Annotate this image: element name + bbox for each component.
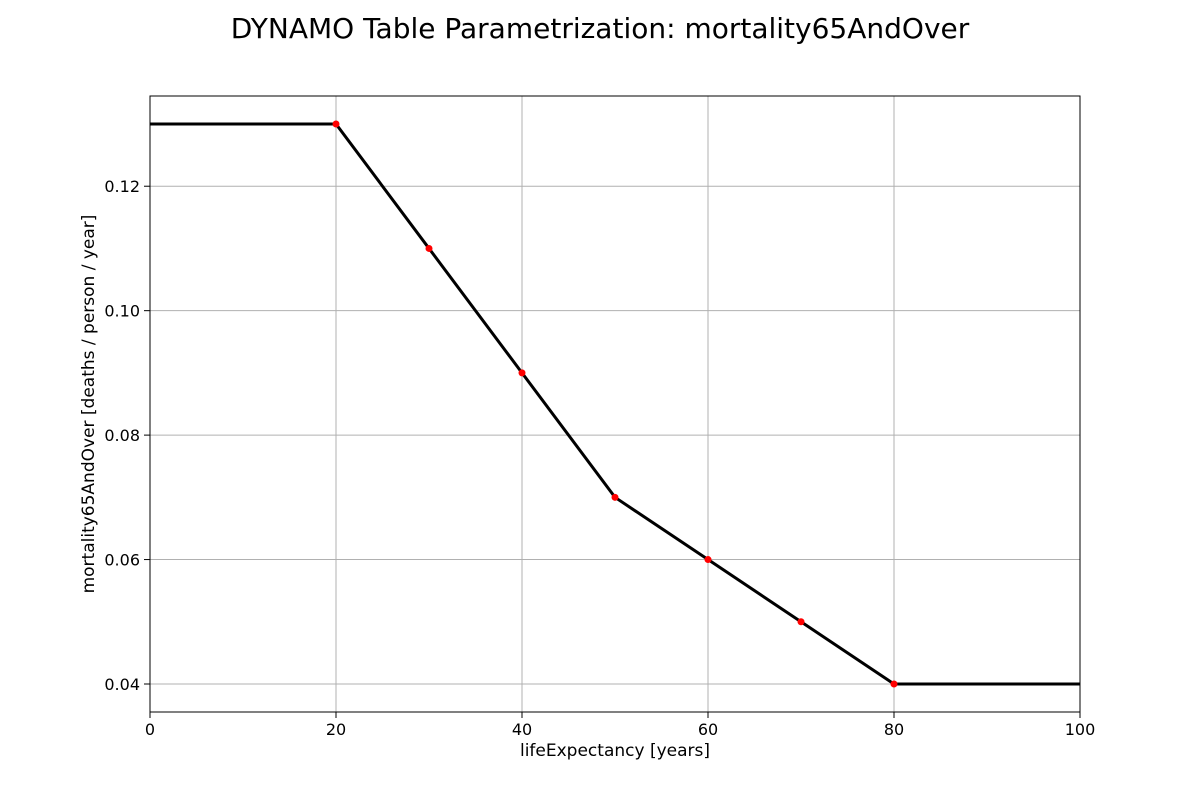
data-point (704, 556, 712, 564)
y-tick-label: 0.06 (104, 551, 140, 570)
data-point (425, 244, 433, 252)
x-tick-label: 20 (326, 720, 346, 739)
x-tick-label: 40 (512, 720, 532, 739)
y-tick-label: 0.08 (104, 426, 140, 445)
x-axis-ticks: 0 20 40 60 80 100 (145, 712, 1095, 739)
data-point (797, 618, 805, 626)
x-tick-label: 0 (145, 720, 155, 739)
x-tick-label: 60 (698, 720, 718, 739)
x-tick-label: 100 (1065, 720, 1096, 739)
y-axis-ticks: 0.04 0.06 0.08 0.10 0.12 (104, 177, 150, 694)
chart-title: DYNAMO Table Parametrization: mortality6… (231, 12, 970, 45)
x-axis-label: lifeExpectancy [years] (520, 741, 710, 761)
y-tick-label: 0.04 (104, 675, 140, 694)
series-line (150, 122, 1080, 686)
y-axis-label: mortality65AndOver [deaths / person / ye… (79, 215, 99, 594)
data-point (332, 120, 340, 128)
data-point (890, 680, 898, 688)
plot-frame (149, 95, 1081, 713)
y-tick-label: 0.10 (104, 302, 140, 321)
data-point (611, 493, 619, 501)
x-tick-label: 80 (884, 720, 904, 739)
y-tick-label: 0.12 (104, 177, 140, 196)
data-point (518, 369, 526, 377)
data-markers (332, 120, 898, 688)
grid (149, 96, 1081, 712)
